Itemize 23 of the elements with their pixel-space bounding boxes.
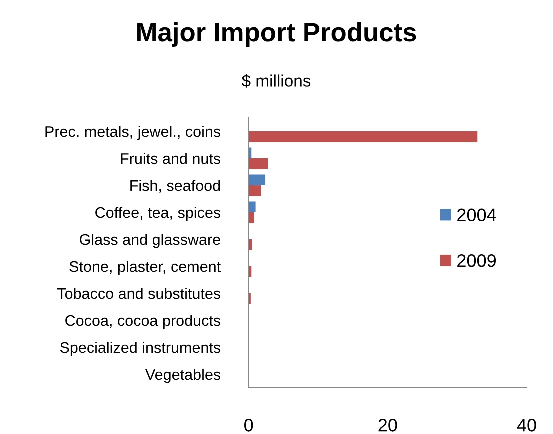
x-tick-label: 0 [244, 419, 254, 432]
bar [248, 202, 256, 213]
bar [248, 174, 266, 186]
legend-label: 2009 [458, 254, 496, 268]
y-tick-label: Stone, plaster, cement [70, 260, 221, 276]
y-tick-label: Tobacco and substitutes [58, 288, 221, 300]
chart-title: Major Import Products [138, 22, 416, 48]
x-tick-label: 20 [378, 419, 398, 432]
bar [248, 158, 268, 170]
bar [248, 186, 262, 196]
y-tick-label: Vegetables [146, 368, 221, 384]
y-tick-label: Prec. metals, jewel., coins [46, 126, 221, 140]
bar [248, 132, 478, 142]
y-tick-label: Cocoa, cocoa products [66, 314, 221, 330]
x-tick-label: 40 [517, 419, 536, 432]
y-tick-label: Glass and glassware [80, 234, 220, 248]
y-tick-label: Fruits and nuts [121, 153, 221, 164]
y-tick-label: Specialized instruments [60, 342, 221, 356]
y-tick-label: Fish, seafood [130, 180, 220, 194]
bar [248, 212, 254, 224]
legend-label: 2004 [458, 208, 496, 222]
chart-subtitle: $ millions [242, 74, 311, 88]
y-tick-label: Coffee, tea, spices [96, 206, 221, 222]
